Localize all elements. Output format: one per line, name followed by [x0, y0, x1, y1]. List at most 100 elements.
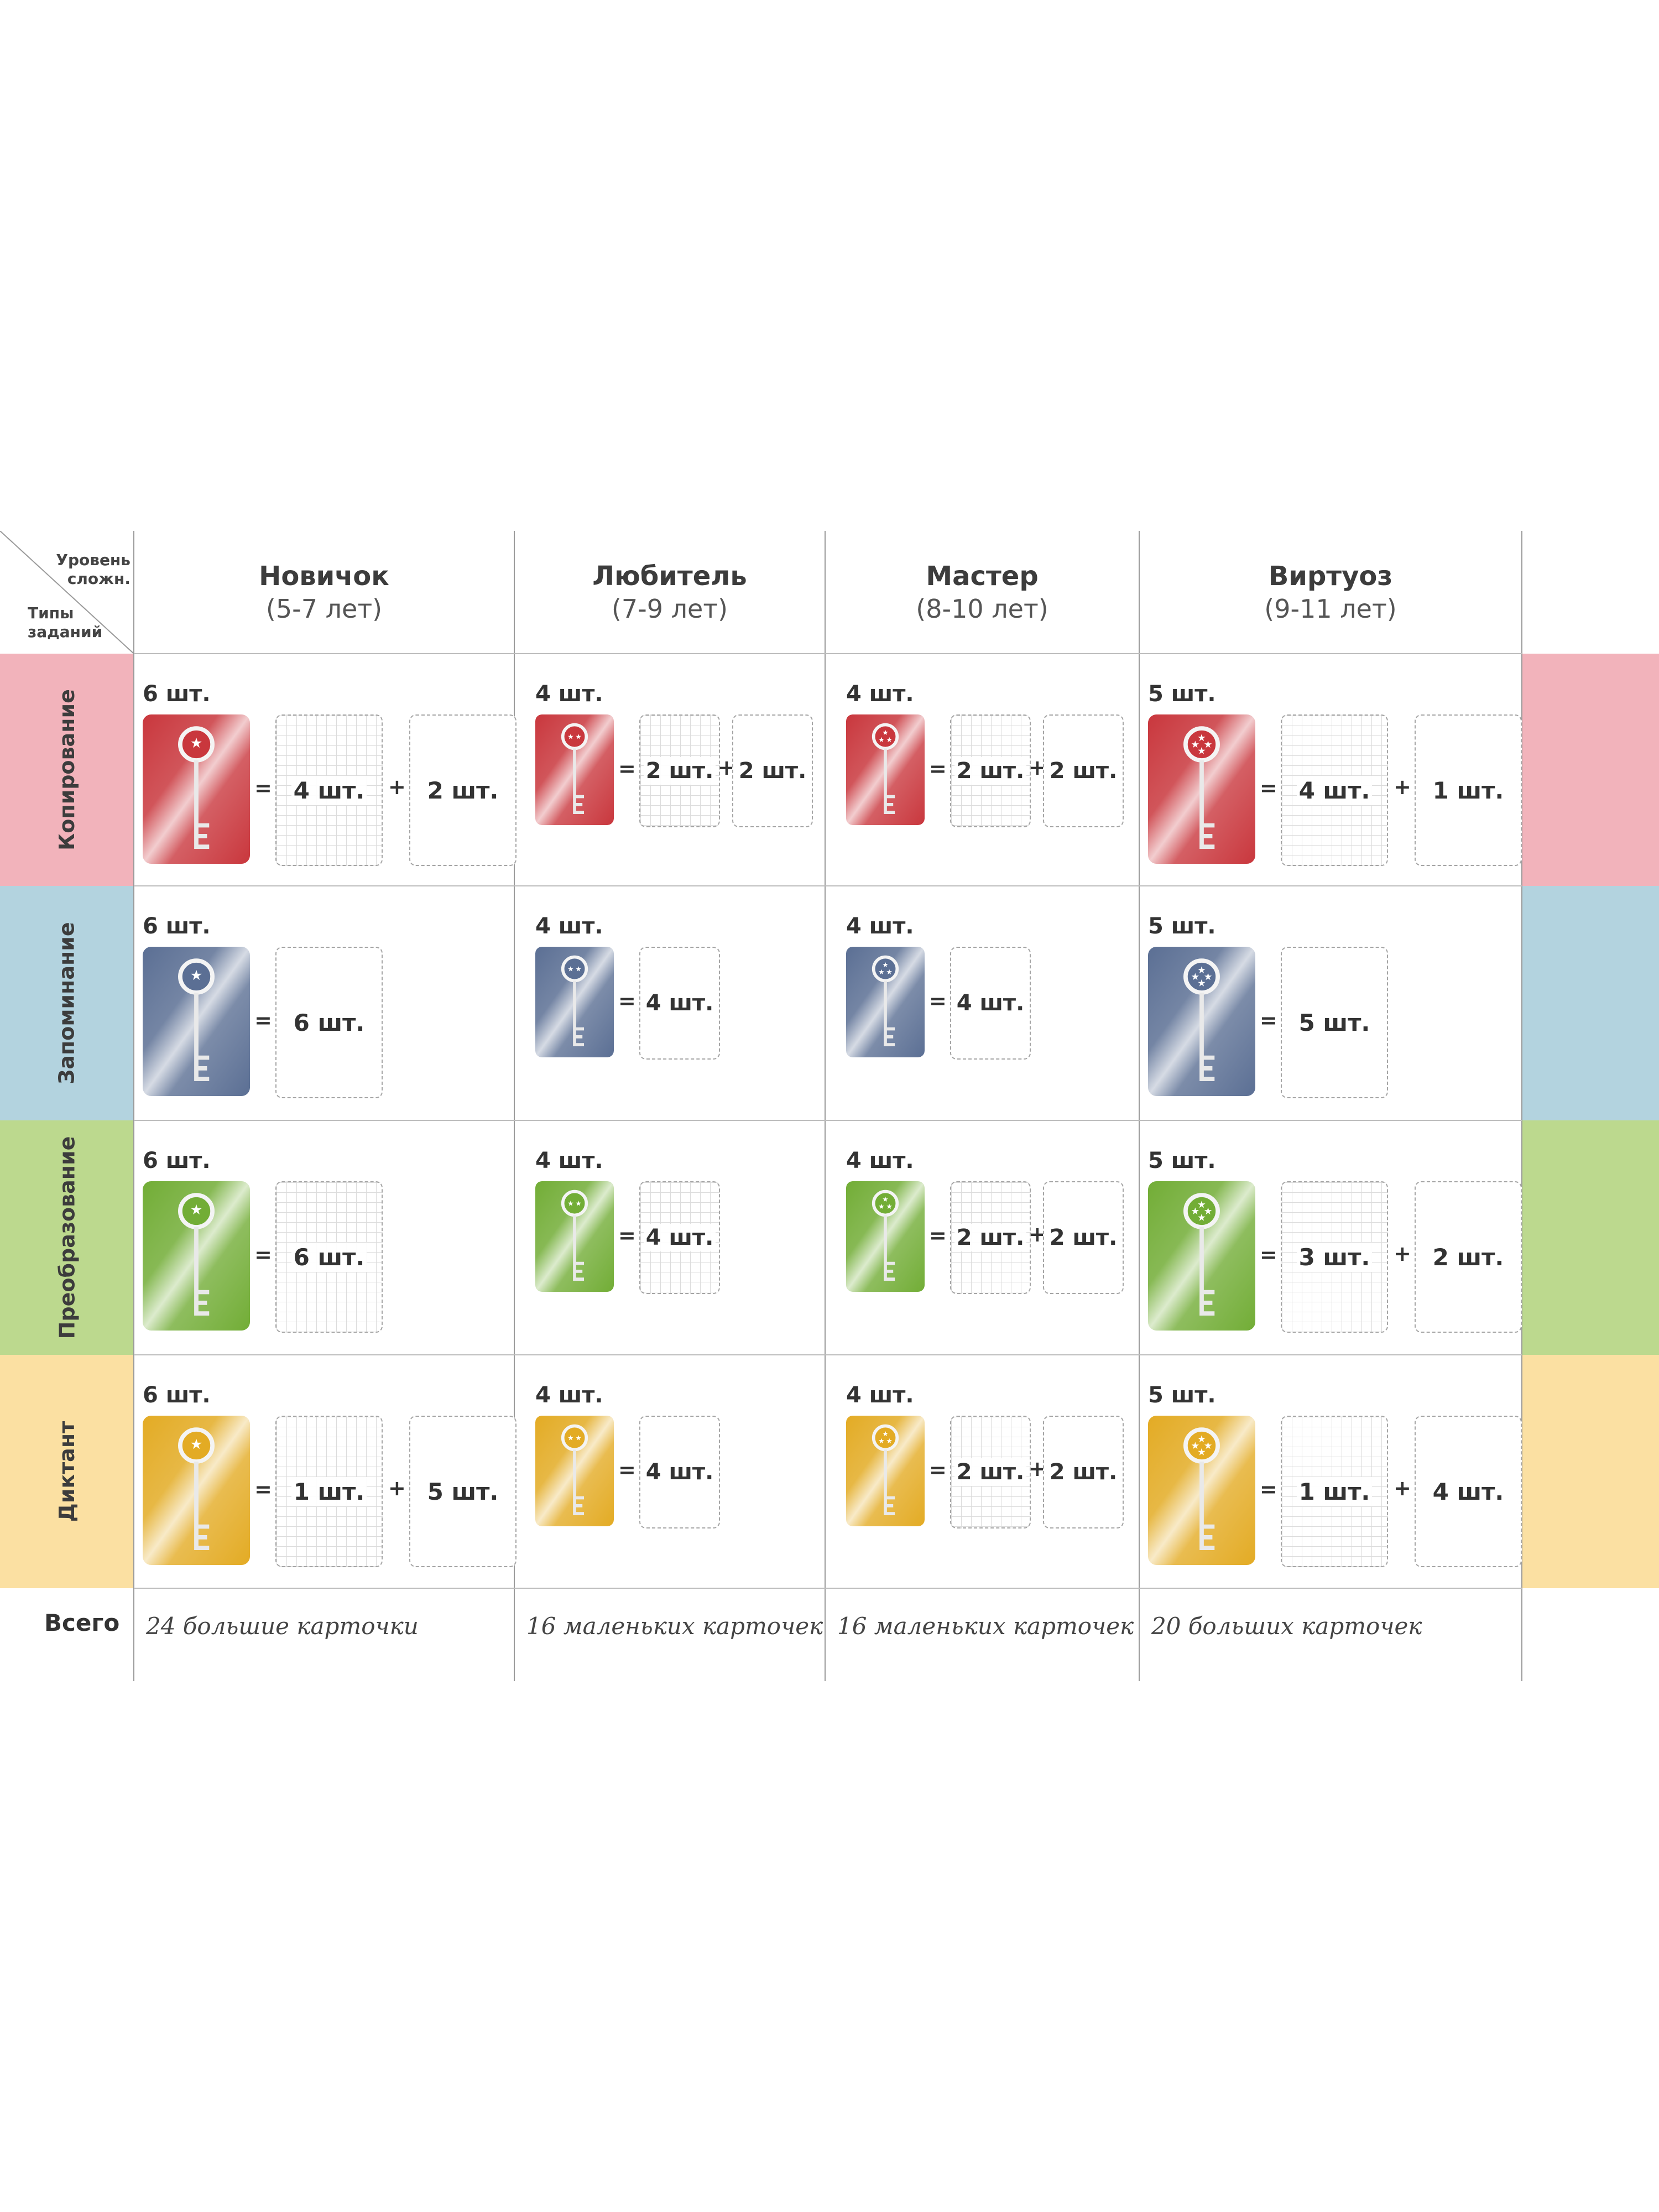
equals-sign: = — [254, 1243, 272, 1267]
blank-card: 2 шт. — [1043, 1181, 1124, 1294]
svg-text:★: ★ — [567, 1199, 573, 1208]
blank-card: 1 шт. — [1415, 714, 1522, 866]
blank-card: 4 шт. — [639, 947, 720, 1060]
band-left-4 — [0, 1355, 134, 1588]
card-count: 6 шт. — [143, 914, 211, 939]
svg-text:★: ★ — [567, 733, 573, 741]
key-card-icon: ★★ ★★ — [1148, 1181, 1255, 1331]
key-card-icon: ★ ★ — [535, 714, 614, 825]
level-name: Виртуоз — [1268, 561, 1393, 592]
svg-text:★: ★ — [190, 1436, 203, 1452]
card-quantity: 4 шт. — [954, 989, 1027, 1017]
task-type-label-3: Преобразование — [0, 1120, 134, 1355]
card-quantity: 2 шт. — [1047, 757, 1120, 785]
task-type-name: Запоминание — [55, 922, 79, 1084]
svg-text:★: ★ — [567, 1434, 573, 1442]
key-card-icon: ★ — [143, 1416, 250, 1565]
equals-sign: = — [929, 1458, 947, 1482]
equals-sign: = — [1260, 776, 1277, 800]
svg-text:★: ★ — [882, 1196, 888, 1204]
card-quantity: 2 шт. — [425, 775, 501, 805]
svg-text:★: ★ — [190, 967, 203, 983]
grid-card: 2 шт. — [950, 1181, 1031, 1294]
equals-sign: = — [618, 757, 636, 781]
column-divider — [825, 531, 826, 1681]
blank-card: 2 шт. — [732, 714, 813, 827]
total-cards-3: 16 маленьких карточек — [837, 1613, 1134, 1640]
plus-sign: + — [388, 1476, 406, 1500]
svg-text:★: ★ — [1191, 972, 1200, 983]
level-name: Новичок — [259, 561, 389, 592]
card-count: 4 шт. — [846, 914, 914, 939]
card-quantity: 1 шт. — [1430, 775, 1506, 805]
totals-label: Всего — [44, 1609, 120, 1636]
plus-sign: + — [1394, 1241, 1411, 1266]
key-card-icon: ★★ ★ — [846, 947, 925, 1057]
card-quantity: 4 шт. — [1430, 1477, 1506, 1506]
grid-card: 3 шт. — [1281, 1181, 1388, 1333]
svg-text:★: ★ — [575, 965, 581, 973]
equals-sign: = — [618, 1223, 636, 1248]
card-quantity: 2 шт. — [954, 1458, 1027, 1486]
svg-text:★: ★ — [1204, 1206, 1213, 1217]
blank-card: 2 шт. — [1043, 714, 1124, 827]
svg-text:★: ★ — [190, 1202, 203, 1218]
svg-text:★: ★ — [1204, 1441, 1213, 1452]
svg-text:★: ★ — [1197, 1434, 1206, 1445]
svg-text:★: ★ — [886, 1203, 892, 1211]
blank-card: 4 шт. — [1415, 1416, 1522, 1567]
blank-card: 6 шт. — [275, 947, 383, 1098]
svg-text:★: ★ — [1197, 1212, 1206, 1223]
card-quantity: 6 шт. — [291, 1242, 367, 1272]
band-left-1 — [0, 654, 134, 886]
blank-card: 2 шт. — [1415, 1181, 1522, 1333]
card-count: 4 шт. — [535, 1383, 603, 1408]
svg-text:★: ★ — [1197, 965, 1206, 976]
key-card-icon: ★ — [143, 1181, 250, 1331]
grid-card: 4 шт. — [639, 1181, 720, 1294]
grid-card: 1 шт. — [1281, 1416, 1388, 1567]
grid-card: 4 шт. — [1281, 714, 1388, 866]
card-quantity: 1 шт. — [1296, 1477, 1373, 1506]
level-age: (7-9 лет) — [611, 594, 728, 624]
grid-card: 2 шт. — [639, 714, 720, 827]
svg-text:★: ★ — [1197, 733, 1206, 744]
grid-card: 2 шт. — [950, 1416, 1031, 1528]
svg-text:★: ★ — [1197, 978, 1206, 989]
equals-sign: = — [929, 1223, 947, 1248]
card-count: 4 шт. — [846, 681, 914, 707]
key-card-icon: ★★ ★★ — [1148, 714, 1255, 864]
column-divider — [1139, 531, 1140, 1681]
equals-sign: = — [618, 989, 636, 1013]
band-right-3 — [1522, 1120, 1659, 1355]
card-count: 4 шт. — [535, 914, 603, 939]
card-quantity: 2 шт. — [954, 1224, 1027, 1251]
card-quantity: 2 шт. — [1047, 1224, 1120, 1251]
card-quantity: 5 шт. — [1296, 1008, 1373, 1037]
plus-sign: + — [1394, 1476, 1411, 1500]
blank-card: 5 шт. — [409, 1416, 517, 1567]
row-divider — [134, 1354, 1522, 1355]
equals-sign: = — [254, 776, 272, 800]
column-divider — [133, 531, 134, 1681]
equals-sign: = — [1260, 1008, 1277, 1032]
key-card-icon: ★★ ★ — [846, 1181, 925, 1292]
total-cards-1: 24 большие карточки — [146, 1613, 419, 1640]
card-count: 4 шт. — [846, 1148, 914, 1173]
card-count: 5 шт. — [1148, 1383, 1216, 1408]
level-header-1: Новичок (5-7 лет) — [134, 560, 514, 625]
equals-sign: = — [1260, 1477, 1277, 1501]
level-name: Мастер — [926, 561, 1039, 592]
svg-text:★: ★ — [1204, 739, 1213, 750]
row-divider — [134, 885, 1522, 886]
svg-text:★: ★ — [878, 1437, 884, 1446]
equals-sign: = — [254, 1477, 272, 1501]
level-header-4: Виртуоз (9-11 лет) — [1139, 560, 1522, 625]
svg-text:★: ★ — [567, 965, 573, 973]
svg-text:★: ★ — [575, 1199, 581, 1208]
band-left-2 — [0, 886, 134, 1120]
card-quantity: 2 шт. — [954, 757, 1027, 785]
svg-text:★: ★ — [575, 1434, 581, 1442]
equals-sign: = — [929, 989, 947, 1013]
svg-text:★: ★ — [1191, 1206, 1200, 1217]
